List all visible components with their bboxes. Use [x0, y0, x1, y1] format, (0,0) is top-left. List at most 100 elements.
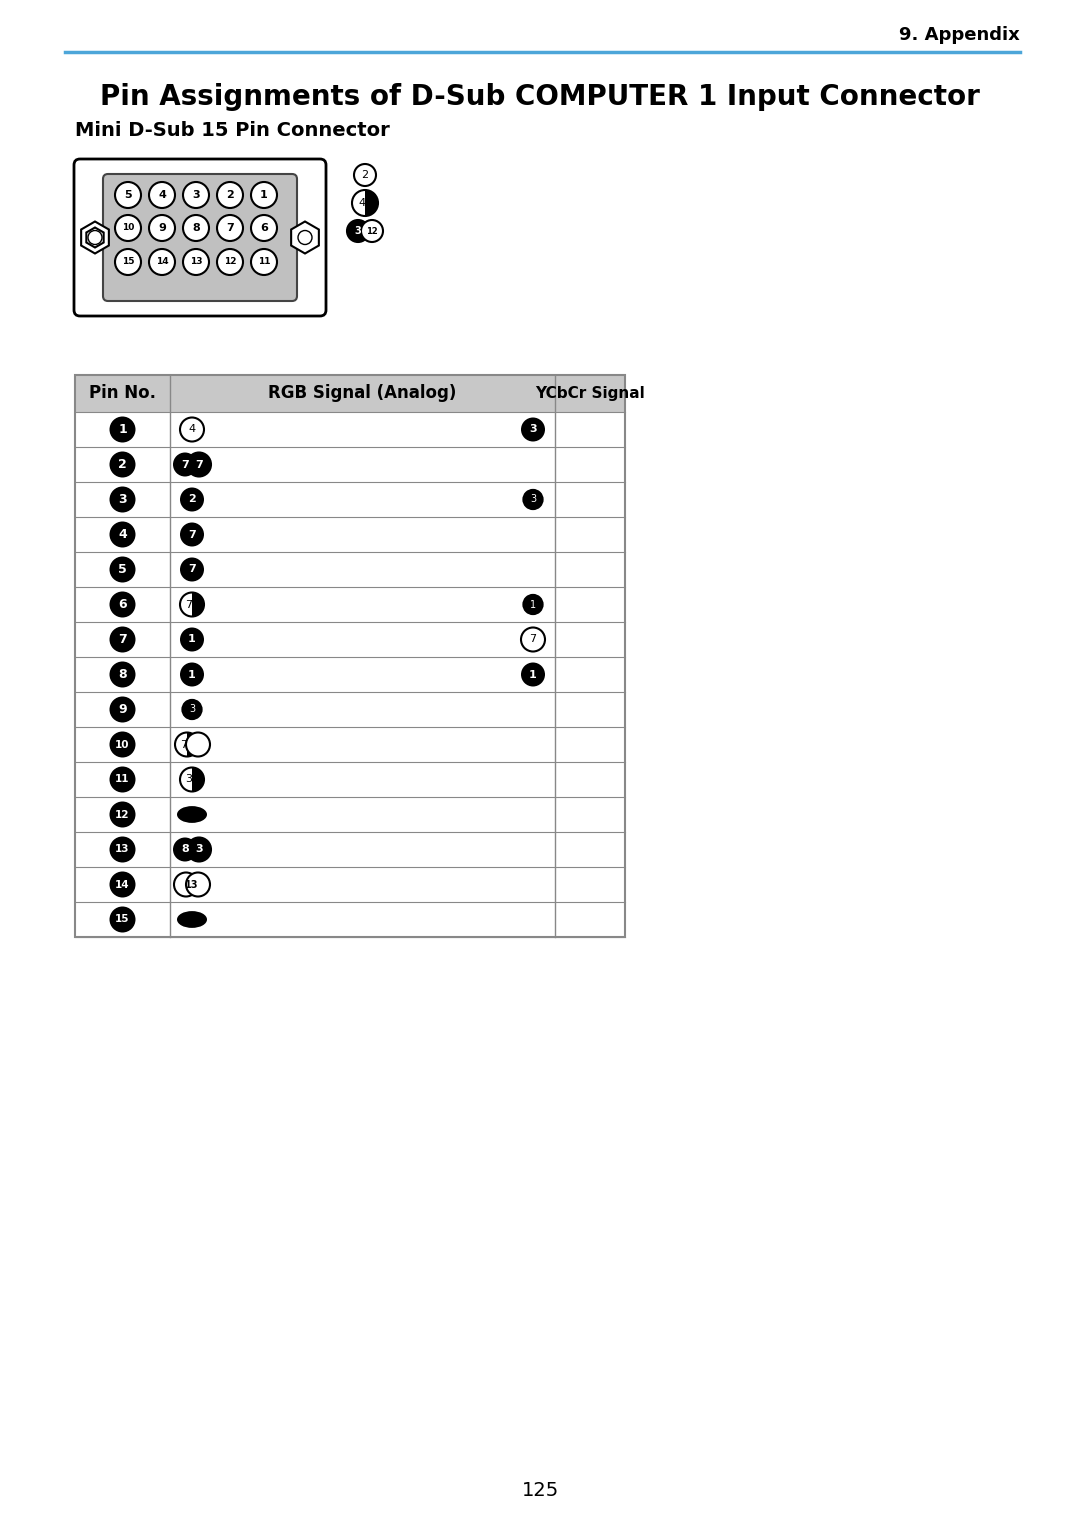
Text: 7: 7	[180, 739, 188, 750]
Text: 12: 12	[224, 258, 237, 267]
Text: 1: 1	[188, 634, 195, 645]
Circle shape	[298, 230, 312, 244]
Circle shape	[183, 215, 210, 241]
Wedge shape	[192, 768, 204, 791]
Text: 9. Appendix: 9. Appendix	[900, 26, 1020, 44]
Text: 15: 15	[116, 914, 130, 925]
Circle shape	[180, 768, 204, 791]
Text: 1: 1	[188, 669, 195, 680]
Circle shape	[186, 733, 210, 756]
Text: 3: 3	[529, 425, 537, 434]
Text: 4: 4	[158, 190, 166, 200]
Ellipse shape	[177, 806, 207, 823]
Circle shape	[109, 732, 135, 757]
Text: RGB Signal (Analog): RGB Signal (Analog)	[268, 384, 457, 402]
Circle shape	[186, 873, 210, 896]
Circle shape	[180, 488, 204, 512]
Text: 7: 7	[186, 599, 192, 610]
Text: 5: 5	[118, 562, 126, 576]
Text: 6: 6	[118, 597, 126, 611]
Text: 125: 125	[522, 1480, 558, 1500]
Text: 7: 7	[226, 223, 234, 233]
Circle shape	[109, 521, 135, 547]
Circle shape	[109, 661, 135, 687]
Text: 4: 4	[188, 425, 195, 434]
Wedge shape	[187, 733, 199, 756]
Text: 3: 3	[118, 492, 126, 506]
Circle shape	[109, 767, 135, 792]
FancyBboxPatch shape	[103, 174, 297, 302]
Text: 3: 3	[354, 226, 362, 236]
Text: 1: 1	[530, 599, 536, 610]
Text: Pin Assignments of D-Sub COMPUTER 1 Input Connector: Pin Assignments of D-Sub COMPUTER 1 Inpu…	[100, 82, 980, 111]
Circle shape	[174, 873, 198, 896]
Wedge shape	[192, 593, 204, 617]
Circle shape	[114, 181, 141, 207]
Text: 7: 7	[118, 632, 126, 646]
Circle shape	[251, 215, 276, 241]
Text: 2: 2	[226, 190, 234, 200]
Circle shape	[187, 838, 211, 861]
Circle shape	[217, 248, 243, 274]
Text: 3: 3	[192, 190, 200, 200]
Circle shape	[524, 489, 542, 509]
Text: 1: 1	[529, 669, 537, 680]
Circle shape	[521, 663, 545, 686]
Circle shape	[183, 700, 202, 719]
Text: 6: 6	[260, 223, 268, 233]
Circle shape	[521, 418, 545, 442]
Circle shape	[354, 165, 376, 186]
Circle shape	[175, 733, 199, 756]
Text: 7: 7	[195, 460, 203, 469]
Text: 10: 10	[116, 739, 130, 750]
Circle shape	[251, 248, 276, 274]
Circle shape	[361, 219, 383, 242]
Circle shape	[109, 626, 135, 652]
Text: 8: 8	[192, 223, 200, 233]
Circle shape	[109, 872, 135, 898]
Text: 3: 3	[530, 494, 536, 504]
Text: 1: 1	[260, 190, 268, 200]
Text: 12: 12	[366, 227, 378, 236]
Text: 14: 14	[116, 879, 130, 890]
Circle shape	[347, 219, 369, 242]
Circle shape	[114, 248, 141, 274]
Text: Mini D-Sub 15 Pin Connector: Mini D-Sub 15 Pin Connector	[75, 120, 390, 140]
Text: 14: 14	[156, 258, 168, 267]
Text: 2: 2	[362, 171, 368, 180]
Circle shape	[183, 248, 210, 274]
FancyBboxPatch shape	[75, 158, 326, 315]
Text: 7: 7	[529, 634, 537, 645]
Circle shape	[180, 628, 204, 651]
Circle shape	[109, 416, 135, 442]
Circle shape	[87, 230, 102, 244]
Circle shape	[180, 663, 204, 686]
Text: 5: 5	[124, 190, 132, 200]
Circle shape	[180, 558, 204, 582]
Text: 9: 9	[158, 223, 166, 233]
Bar	[75, 375, 625, 937]
Polygon shape	[86, 227, 104, 247]
Circle shape	[251, 181, 276, 207]
Text: 8: 8	[118, 668, 126, 681]
Text: 3: 3	[189, 704, 195, 715]
Text: 13: 13	[116, 844, 130, 855]
Circle shape	[149, 181, 175, 207]
Wedge shape	[365, 190, 378, 216]
Text: 3: 3	[186, 774, 192, 785]
Ellipse shape	[177, 911, 207, 928]
Circle shape	[109, 837, 135, 863]
Circle shape	[109, 451, 135, 477]
Text: 2: 2	[118, 459, 126, 471]
Circle shape	[114, 215, 141, 241]
Text: 10: 10	[122, 224, 134, 233]
Circle shape	[180, 418, 204, 442]
Circle shape	[187, 453, 211, 477]
Text: 4: 4	[359, 198, 365, 207]
Text: 7: 7	[188, 564, 195, 575]
Circle shape	[180, 523, 204, 547]
Text: 11: 11	[116, 774, 130, 785]
Bar	[75, 375, 625, 411]
Circle shape	[109, 802, 135, 828]
Text: YCbCr Signal: YCbCr Signal	[535, 386, 645, 401]
